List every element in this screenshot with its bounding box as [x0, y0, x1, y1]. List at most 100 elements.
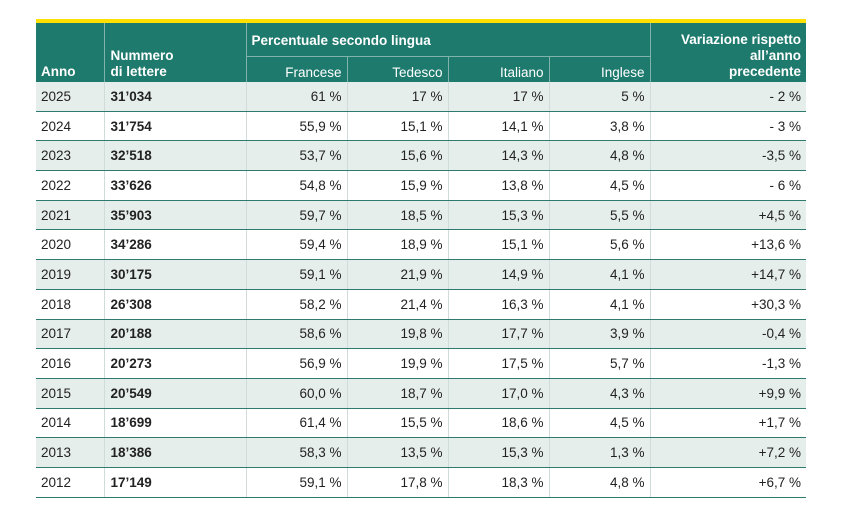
- table-row: 2015 20’549 60,0 % 18,7 % 17,0 % 4,3 % +9,9 %: [36, 378, 807, 409]
- table-row: 2016 20’273 56,9 % 19,9 % 17,5 % 5,7 % -1,3 %: [36, 348, 807, 379]
- header-letters: Nummero di lettere: [103, 23, 246, 82]
- header-variation-line1: Variazione rispetto: [681, 32, 802, 47]
- table-row: 2018 26’308 58,2 % 21,4 % 16,3 % 4,1 % +30,3 %: [36, 289, 807, 320]
- table-row: 2024 31’754 55,9 % 15,1 % 14,1 % 3,8 % - 3 %: [36, 111, 807, 142]
- cell-french: 58,3 %: [245, 437, 347, 468]
- cell-italian: 14,1 %: [447, 111, 549, 142]
- cell-year: 2017: [36, 319, 104, 350]
- cell-english: 3,8 %: [548, 111, 651, 142]
- cell-year: 2012: [36, 467, 104, 498]
- cell-year: 2019: [36, 259, 104, 290]
- table-row: 2013 18’386 58,3 % 13,5 % 15,3 % 1,3 % +7,2 %: [36, 437, 807, 468]
- cell-year: 2016: [36, 348, 104, 379]
- cell-letters: 30’175: [103, 259, 246, 290]
- cell-variation: -0,4 %: [649, 319, 807, 350]
- cell-letters: 31’034: [103, 82, 246, 112]
- cell-english: 1,3 %: [548, 437, 651, 468]
- cell-german: 15,6 %: [346, 140, 448, 172]
- table-row: 2012 17’149 59,1 % 17,8 % 18,3 % 4,8 % +6,7 %: [36, 467, 807, 498]
- cell-english: 5,6 %: [548, 229, 651, 261]
- cell-year: 2015: [36, 378, 104, 409]
- cell-variation: +30,3 %: [649, 289, 807, 320]
- cell-english: 5,5 %: [548, 200, 651, 231]
- accent-top-rule: [36, 19, 806, 23]
- cell-year: 2023: [36, 140, 104, 172]
- cell-letters: 20’188: [103, 319, 246, 350]
- header-variation-line2: all’anno: [750, 48, 802, 63]
- cell-french: 59,4 %: [245, 229, 347, 261]
- table-row: 2020 34’286 59,4 % 18,9 % 15,1 % 5,6 % +13,6 %: [36, 229, 807, 261]
- header-variation-line3: precedente: [729, 64, 802, 79]
- cell-variation: -1,3 %: [649, 348, 807, 379]
- letters-language-table: Anno Nummero di lettere Percentuale seco…: [36, 23, 807, 498]
- cell-letters: 18’386: [103, 437, 246, 468]
- cell-italian: 15,3 %: [447, 200, 549, 231]
- header-letters-line2: di lettere: [110, 64, 167, 79]
- header-variation: Variazione rispetto all’anno precedente: [649, 23, 807, 82]
- cell-german: 17,8 %: [346, 467, 448, 498]
- cell-french: 58,2 %: [245, 289, 347, 320]
- cell-german: 21,9 %: [346, 259, 448, 290]
- table-row: 2017 20’188 58,6 % 19,8 % 17,7 % 3,9 % -0,4 %: [36, 319, 807, 350]
- cell-variation: +7,2 %: [649, 437, 807, 468]
- cell-french: 58,6 %: [245, 319, 347, 350]
- cell-german: 15,9 %: [346, 170, 448, 201]
- cell-english: 4,3 %: [548, 378, 651, 409]
- cell-variation: - 2 %: [649, 82, 807, 112]
- cell-letters: 35’903: [103, 200, 246, 231]
- cell-variation: +4,5 %: [649, 200, 807, 231]
- cell-german: 19,8 %: [346, 319, 448, 350]
- cell-letters: 20’549: [103, 378, 246, 409]
- table-row: 2021 35’903 59,7 % 18,5 % 15,3 % 5,5 % +4,5 %: [36, 200, 807, 231]
- cell-year: 2024: [36, 111, 104, 142]
- cell-french: 60,0 %: [245, 378, 347, 409]
- cell-german: 15,1 %: [346, 111, 448, 142]
- cell-english: 4,8 %: [548, 140, 651, 172]
- cell-year: 2021: [36, 200, 104, 231]
- header-french: Francese: [245, 56, 347, 82]
- cell-variation: +13,6 %: [649, 229, 807, 261]
- cell-french: 55,9 %: [245, 111, 347, 142]
- cell-italian: 18,6 %: [447, 408, 549, 439]
- cell-year: 2025: [36, 82, 104, 112]
- cell-german: 17 %: [346, 82, 448, 112]
- cell-italian: 16,3 %: [447, 289, 549, 320]
- cell-english: 4,1 %: [548, 289, 651, 320]
- cell-german: 13,5 %: [346, 437, 448, 468]
- cell-german: 21,4 %: [346, 289, 448, 320]
- header-year: Anno: [36, 23, 104, 82]
- cell-italian: 17,7 %: [447, 319, 549, 350]
- cell-french: 59,7 %: [245, 200, 347, 231]
- cell-year: 2018: [36, 289, 104, 320]
- cell-french: 61 %: [245, 82, 347, 112]
- cell-letters: 18’699: [103, 408, 246, 439]
- cell-german: 18,9 %: [346, 229, 448, 261]
- statistics-table-container: Anno Nummero di lettere Percentuale seco…: [36, 19, 807, 498]
- cell-english: 4,1 %: [548, 259, 651, 290]
- header-english: Inglese: [548, 56, 651, 82]
- cell-letters: 32’518: [103, 140, 246, 172]
- cell-german: 18,7 %: [346, 378, 448, 409]
- cell-german: 18,5 %: [346, 200, 448, 231]
- cell-italian: 18,3 %: [447, 467, 549, 498]
- cell-variation: +9,9 %: [649, 378, 807, 409]
- cell-italian: 17,0 %: [447, 378, 549, 409]
- cell-variation: +14,7 %: [649, 259, 807, 290]
- cell-letters: 31’754: [103, 111, 246, 142]
- cell-english: 4,8 %: [548, 467, 651, 498]
- cell-year: 2020: [36, 229, 104, 261]
- cell-french: 61,4 %: [245, 408, 347, 439]
- cell-italian: 13,8 %: [447, 170, 549, 201]
- table-row: 2022 33’626 54,8 % 15,9 % 13,8 % 4,5 % - 6 %: [36, 170, 807, 201]
- cell-year: 2013: [36, 437, 104, 468]
- table-header: Anno Nummero di lettere Percentuale seco…: [36, 23, 807, 82]
- cell-german: 15,5 %: [346, 408, 448, 439]
- table-row: 2023 32’518 53,7 % 15,6 % 14,3 % 4,8 % -3,5 %: [36, 140, 807, 172]
- cell-english: 5,7 %: [548, 348, 651, 379]
- cell-french: 59,1 %: [245, 259, 347, 290]
- cell-german: 19,9 %: [346, 348, 448, 379]
- cell-italian: 14,3 %: [447, 140, 549, 172]
- cell-french: 54,8 %: [245, 170, 347, 201]
- cell-italian: 14,9 %: [447, 259, 549, 290]
- cell-letters: 17’149: [103, 467, 246, 498]
